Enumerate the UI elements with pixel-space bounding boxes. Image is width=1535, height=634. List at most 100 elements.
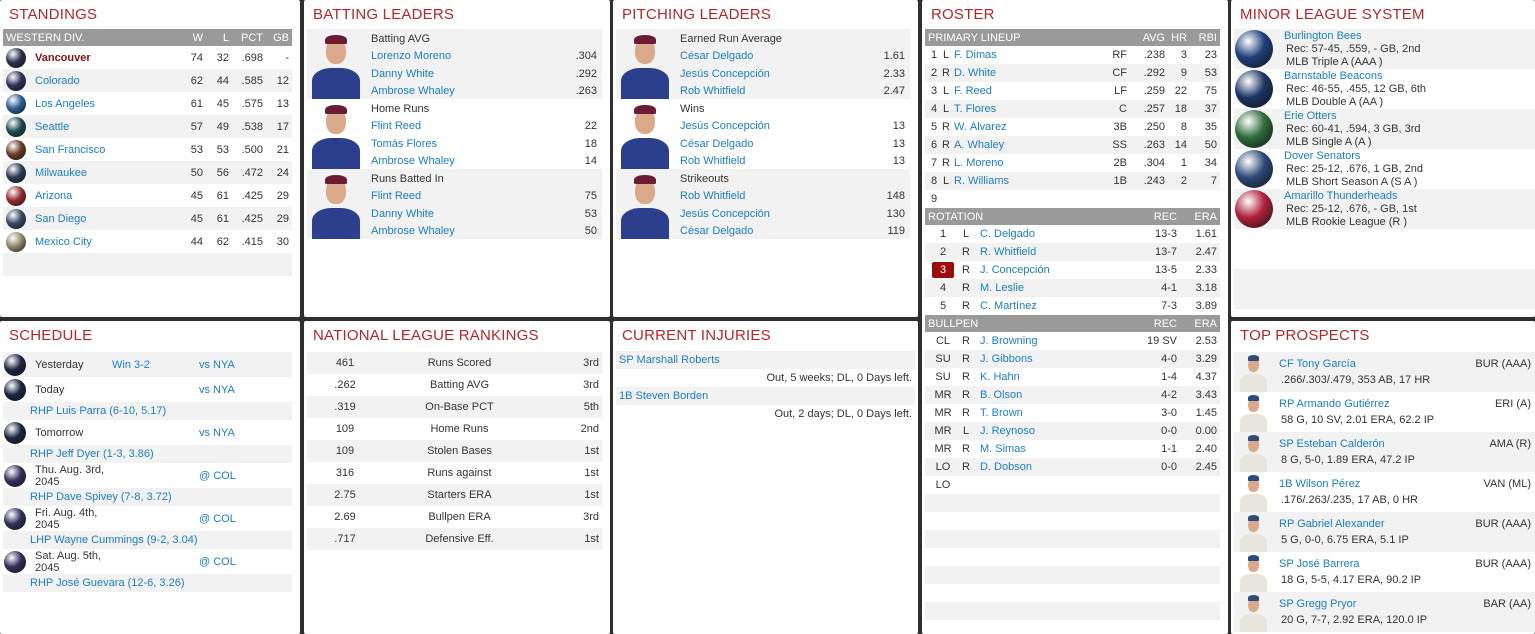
minor-team-row[interactable]: Barnstable Beacons Rec: 46-55, .455, 12 G… bbox=[1234, 69, 1535, 109]
pitcher-name[interactable]: J. Concepción bbox=[980, 264, 1050, 276]
leader-name[interactable]: Jesús Concepción bbox=[680, 67, 770, 80]
leader-name[interactable]: Danny White bbox=[371, 207, 434, 220]
player-name[interactable]: R. Williams bbox=[954, 175, 1009, 187]
bullpen-row[interactable]: MR L J. Reynoso 0-0 0.00 bbox=[925, 422, 1220, 440]
pitcher-name[interactable]: T. Brown bbox=[980, 407, 1023, 419]
rotation-row[interactable]: 4 R M. Leslie 4-1 3.18 bbox=[925, 279, 1220, 297]
standings-row[interactable]: San Diego 45 61 .425 29 bbox=[3, 207, 292, 230]
lineup-row[interactable]: 7 R L. Moreno 2B .304 1 34 bbox=[925, 154, 1220, 172]
leader-name[interactable]: Ambrose Whaley bbox=[371, 85, 455, 97]
game-opponent[interactable]: @ COL bbox=[199, 469, 236, 482]
probable-pitcher[interactable]: RHP Luis Parra (6-10, 5.17) bbox=[30, 405, 167, 417]
lineup-row[interactable]: 5 R W. Álvarez 3B .250 8 35 bbox=[925, 118, 1220, 136]
standings-row[interactable]: Milwaukee 50 56 .472 24 bbox=[3, 161, 292, 184]
pitcher-name[interactable]: J. Reynoso bbox=[980, 425, 1036, 437]
selected-slot[interactable]: 3 bbox=[932, 262, 954, 278]
player-name[interactable]: F. Dimas bbox=[954, 49, 997, 61]
minor-team-row[interactable]: Erie Otters Rec: 60-41, .594, 3 GB, 3rd ML… bbox=[1234, 109, 1535, 149]
pitcher-name[interactable]: M. Leslie bbox=[980, 282, 1025, 294]
game-row[interactable]: Thu. Aug. 3rd, 2045 @ COL bbox=[3, 463, 292, 488]
injured-player[interactable]: 1B Steven Borden bbox=[619, 390, 709, 402]
leader-name[interactable]: Rob Whitfield bbox=[680, 190, 746, 202]
lineup-row[interactable]: 9 bbox=[925, 190, 1220, 208]
prospect-name[interactable]: SP José Barrera bbox=[1279, 558, 1360, 570]
affiliate-name[interactable]: Barnstable Beacons bbox=[1284, 70, 1383, 82]
game-opponent[interactable]: vs NYA bbox=[199, 383, 235, 396]
prospect-row[interactable]: SP Gregg Pryor BAR (AA) 20 G, 7-7, 2.92 ER… bbox=[1234, 592, 1535, 632]
player-name[interactable]: D. White bbox=[954, 67, 997, 79]
leader-name[interactable]: César Delgado bbox=[680, 225, 754, 237]
leader-name[interactable]: Rob Whitfield bbox=[680, 85, 746, 97]
player-name[interactable]: F. Reed bbox=[954, 85, 992, 97]
game-opponent[interactable]: @ COL bbox=[199, 512, 236, 525]
game-row[interactable]: Tomorrow vs NYA bbox=[3, 420, 292, 445]
prospect-name[interactable]: 1B Wilson Pérez bbox=[1279, 478, 1361, 490]
lineup-row[interactable]: 3 L F. Reed LF .259 22 75 bbox=[925, 82, 1220, 100]
standings-row[interactable]: Arizona 45 61 .425 29 bbox=[3, 184, 292, 207]
prospect-name[interactable]: RP Gabriel Alexander bbox=[1279, 518, 1385, 530]
leader-name[interactable]: Danny White bbox=[371, 67, 434, 80]
prospect-row[interactable]: SP José Barrera BUR (AAA) 18 G, 5-5, 4.17 … bbox=[1234, 552, 1535, 592]
game-opponent[interactable]: vs NYA bbox=[199, 358, 235, 371]
probable-pitcher[interactable]: RHP José Guevara (12-6, 3.26) bbox=[30, 577, 185, 589]
pitcher-name[interactable]: K. Hahn bbox=[980, 371, 1020, 383]
pitcher-name[interactable]: J. Gibbons bbox=[980, 353, 1033, 365]
leader-name[interactable]: Jesús Concepción bbox=[680, 120, 770, 132]
bullpen-row[interactable]: SU R J. Gibbons 4-0 3.29 bbox=[925, 350, 1220, 368]
bullpen-row[interactable]: MR R M. Simas 1-1 2.40 bbox=[925, 440, 1220, 458]
leader-name[interactable]: Tomás Flores bbox=[371, 137, 438, 150]
team-name[interactable]: Los Angeles bbox=[35, 97, 95, 110]
prospect-row[interactable]: 1B Wilson Pérez VAN (ML) .176/.263/.235, 1… bbox=[1234, 472, 1535, 512]
prospect-name[interactable]: RP Armando Gutiérrez bbox=[1279, 398, 1390, 410]
team-name[interactable]: Colorado bbox=[35, 74, 80, 87]
leader-name[interactable]: Flint Reed bbox=[371, 190, 422, 202]
player-name[interactable]: W. Álvarez bbox=[954, 121, 1007, 133]
minor-team-row[interactable]: Amarillo Thunderheads Rec: 25-12, .676, -… bbox=[1234, 189, 1535, 229]
player-name[interactable]: A. Whaley bbox=[954, 139, 1005, 151]
lineup-row[interactable]: 2 R D. White CF .292 9 53 bbox=[925, 64, 1220, 82]
leader-name[interactable]: Jesús Concepción bbox=[680, 207, 770, 220]
minor-team-row[interactable]: Burlington Bees Rec: 57-45, .559, - GB, 2… bbox=[1234, 29, 1535, 69]
game-row[interactable]: Sat. Aug. 5th, 2045 @ COL bbox=[3, 549, 292, 574]
probable-pitcher[interactable]: RHP Dave Spivey (7-8, 3.72) bbox=[30, 491, 172, 503]
bullpen-row[interactable]: SU R K. Hahn 1-4 4.37 bbox=[925, 368, 1220, 386]
player-name[interactable]: L. Moreno bbox=[954, 157, 1004, 169]
leader-name[interactable]: Flint Reed bbox=[371, 120, 422, 132]
lineup-row[interactable]: 6 R A. Whaley SS .263 14 50 bbox=[925, 136, 1220, 154]
team-name[interactable]: Mexico City bbox=[35, 235, 92, 248]
team-name[interactable]: San Francisco bbox=[35, 143, 106, 156]
player-name[interactable]: T. Flores bbox=[954, 103, 997, 115]
leader-name[interactable]: Rob Whitfield bbox=[680, 155, 746, 167]
lineup-row[interactable]: 8 L R. Williams 1B .243 2 7 bbox=[925, 172, 1220, 190]
game-result[interactable]: Win 3-2 bbox=[112, 358, 150, 371]
affiliate-name[interactable]: Erie Otters bbox=[1284, 110, 1337, 122]
bullpen-row[interactable]: LO R D. Dobson 0-0 2.45 bbox=[925, 458, 1220, 476]
prospect-name[interactable]: SP Gregg Pryor bbox=[1279, 598, 1357, 610]
rotation-row[interactable]: 1 L C. Delgado 13-3 1.61 bbox=[925, 225, 1220, 243]
rotation-row[interactable]: 3 R J. Concepción 13-5 2.33 bbox=[925, 261, 1220, 279]
affiliate-name[interactable]: Burlington Bees bbox=[1284, 30, 1362, 42]
game-row[interactable]: Fri. Aug. 4th, 2045 @ COL bbox=[3, 506, 292, 531]
leader-name[interactable]: Ambrose Whaley bbox=[371, 155, 455, 167]
bullpen-row[interactable]: CL R J. Browning 19 SV 2.53 bbox=[925, 332, 1220, 350]
pitcher-name[interactable]: C. Martínez bbox=[980, 300, 1037, 312]
team-name[interactable]: Arizona bbox=[35, 189, 73, 202]
pitcher-name[interactable]: R. Whitfield bbox=[980, 246, 1037, 258]
leader-name[interactable]: César Delgado bbox=[680, 137, 754, 150]
team-name[interactable]: Milwaukee bbox=[35, 166, 87, 179]
rotation-row[interactable]: 5 R C. Martínez 7-3 3.89 bbox=[925, 297, 1220, 315]
game-opponent[interactable]: @ COL bbox=[199, 555, 236, 568]
standings-row[interactable]: Mexico City 44 62 .415 30 bbox=[3, 230, 292, 253]
team-name[interactable]: San Diego bbox=[35, 212, 87, 225]
probable-pitcher[interactable]: RHP Jeff Dyer (1-3, 3.86) bbox=[30, 448, 154, 460]
standings-row[interactable]: Seattle 57 49 .538 17 bbox=[3, 115, 292, 138]
affiliate-name[interactable]: Dover Senators bbox=[1284, 150, 1361, 162]
standings-row[interactable]: Vancouver 74 32 .698 - bbox=[3, 46, 292, 69]
injured-player[interactable]: SP Marshall Roberts bbox=[619, 354, 720, 366]
bullpen-row[interactable]: MR R B. Olson 4-2 3.43 bbox=[925, 386, 1220, 404]
lineup-row[interactable]: 4 L T. Flores C .257 18 37 bbox=[925, 100, 1220, 118]
injured-player-row[interactable]: 1B Steven Borden bbox=[616, 387, 915, 405]
game-opponent[interactable]: vs NYA bbox=[199, 426, 235, 439]
leader-name[interactable]: César Delgado bbox=[680, 50, 754, 62]
game-row[interactable]: Today vs NYA bbox=[3, 377, 292, 402]
